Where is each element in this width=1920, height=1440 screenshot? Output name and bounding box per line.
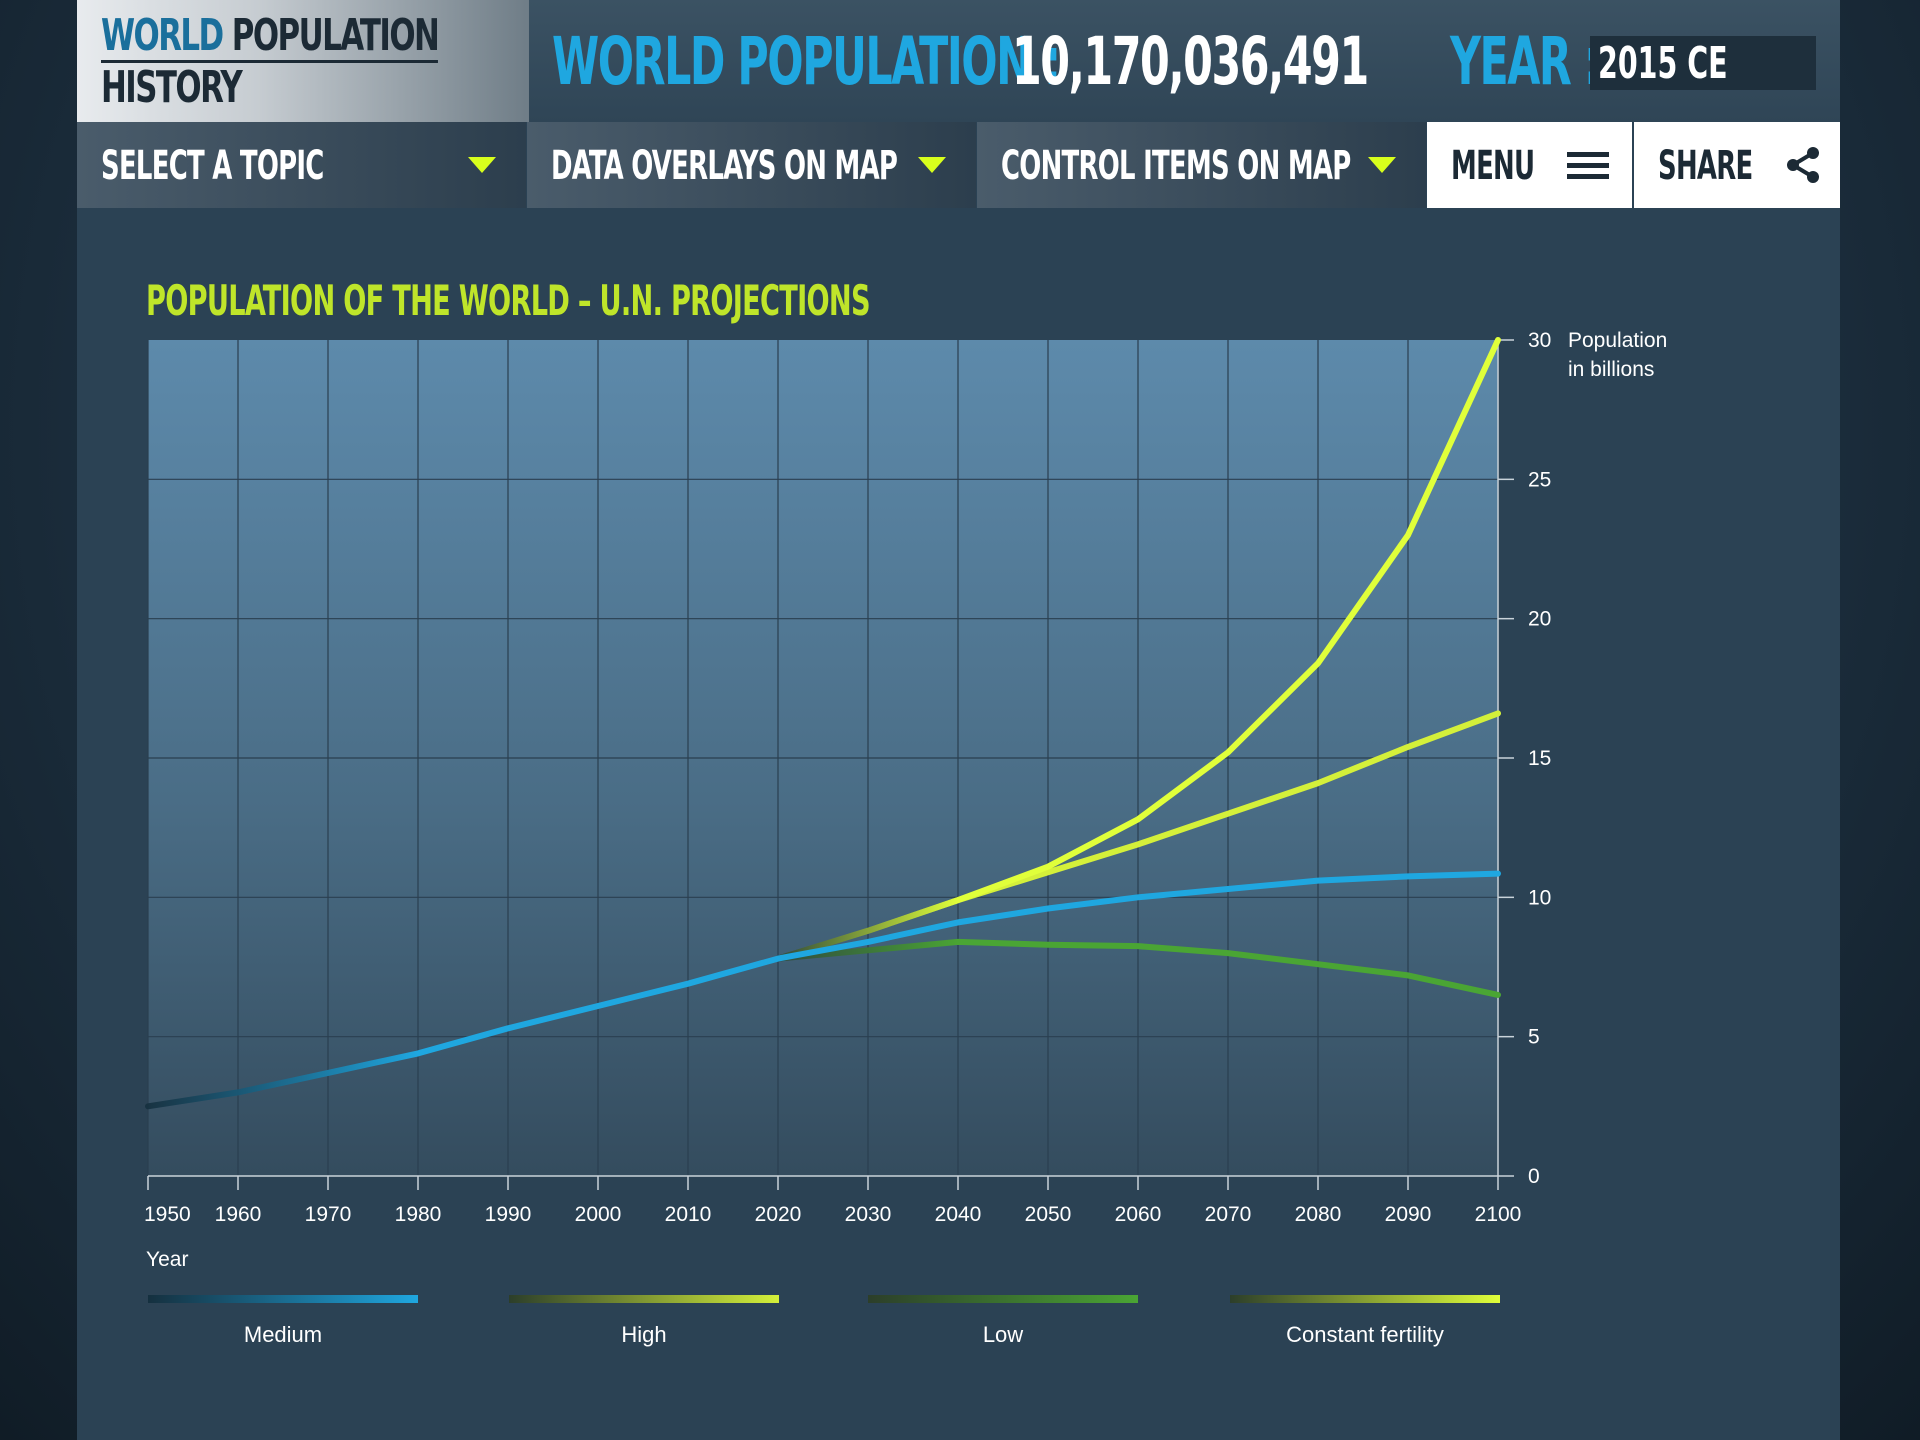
world-population-label: WORLD POPULATION : — [552, 23, 1061, 100]
world-population-value: 10,170,036,491 — [1012, 23, 1369, 100]
menu-button[interactable]: MENU — [1427, 122, 1632, 208]
x-tick-label: 1950 — [144, 1203, 191, 1226]
legend-label: Constant fertility — [1286, 1322, 1444, 1347]
legend-label: High — [621, 1322, 666, 1347]
data-overlays-dropdown[interactable]: DATA OVERLAYS ON MAP — [527, 122, 976, 208]
x-tick-label: 2080 — [1295, 1203, 1342, 1226]
legend-swatch — [1230, 1295, 1500, 1303]
data-overlays-label: DATA OVERLAYS ON MAP — [551, 143, 898, 189]
x-tick-label: 2000 — [575, 1203, 622, 1226]
x-tick-label: 2100 — [1475, 1203, 1522, 1226]
x-tick-label: 2040 — [935, 1203, 982, 1226]
y-axis-label-line2: in billions — [1568, 358, 1654, 381]
x-tick-label: 2090 — [1385, 1203, 1432, 1226]
y-tick-label: 0 — [1528, 1165, 1540, 1188]
x-tick-label: 2070 — [1205, 1203, 1252, 1226]
x-tick-label: 1960 — [215, 1203, 262, 1226]
control-items-label: CONTROL ITEMS ON MAP — [1001, 143, 1351, 189]
series-line-low — [775, 938, 1501, 998]
x-tick-label: 2060 — [1115, 1203, 1162, 1226]
year-label: YEAR : — [1450, 23, 1601, 100]
x-tick-label: 2020 — [755, 1203, 802, 1226]
select-topic-dropdown[interactable]: SELECT A TOPIC — [77, 122, 526, 208]
y-tick-label: 30 — [1528, 329, 1551, 352]
logo-word-population: POPULATION — [231, 10, 440, 61]
legend-swatch — [868, 1295, 1138, 1303]
share-button[interactable]: SHARE — [1634, 122, 1840, 208]
share-icon — [1787, 147, 1819, 183]
y-axis-label-line1: Population — [1568, 329, 1667, 352]
hamburger-icon — [1567, 152, 1609, 180]
share-label: SHARE — [1658, 143, 1753, 189]
logo-word-world: WORLD — [101, 10, 224, 61]
app-logo[interactable]: WORLD POPULATION HISTORY — [77, 0, 529, 122]
nav-bar: SELECT A TOPIC DATA OVERLAYS ON MAP CONT… — [77, 122, 1840, 208]
y-tick-label: 25 — [1528, 468, 1551, 491]
year-field[interactable]: 2015 CE — [1590, 36, 1816, 90]
x-tick-label: 2050 — [1025, 1203, 1072, 1226]
series-line-medium — [145, 870, 1501, 1110]
menu-label: MENU — [1451, 143, 1535, 189]
control-items-dropdown[interactable]: CONTROL ITEMS ON MAP — [977, 122, 1426, 208]
series-line-constant-fertility — [775, 337, 1501, 962]
chevron-down-icon — [468, 157, 496, 173]
logo-title-line2: HISTORY — [101, 62, 243, 113]
chevron-down-icon — [918, 157, 946, 173]
legend-swatch — [148, 1295, 418, 1303]
y-tick-label: 10 — [1528, 886, 1551, 909]
legend-label: Low — [983, 1322, 1023, 1347]
y-tick-label: 20 — [1528, 608, 1551, 631]
x-tick-label: 2030 — [845, 1203, 892, 1226]
chevron-down-icon — [1368, 157, 1396, 173]
x-tick-label: 2010 — [665, 1203, 712, 1226]
legend-swatch — [509, 1295, 779, 1303]
year-value: 2015 CE — [1598, 38, 1728, 89]
x-tick-label: 1990 — [485, 1203, 532, 1226]
x-tick-label: 1980 — [395, 1203, 442, 1226]
x-axis-label: Year — [146, 1248, 188, 1271]
y-tick-label: 5 — [1528, 1026, 1540, 1049]
select-topic-label: SELECT A TOPIC — [101, 143, 324, 189]
legend-label: Medium — [244, 1322, 322, 1347]
logo-title-line1: WORLD POPULATION — [101, 10, 440, 63]
y-tick-label: 15 — [1528, 747, 1551, 770]
chart-title: POPULATION OF THE WORLD – U.N. PROJECTIO… — [146, 276, 871, 325]
x-tick-label: 1970 — [305, 1203, 352, 1226]
